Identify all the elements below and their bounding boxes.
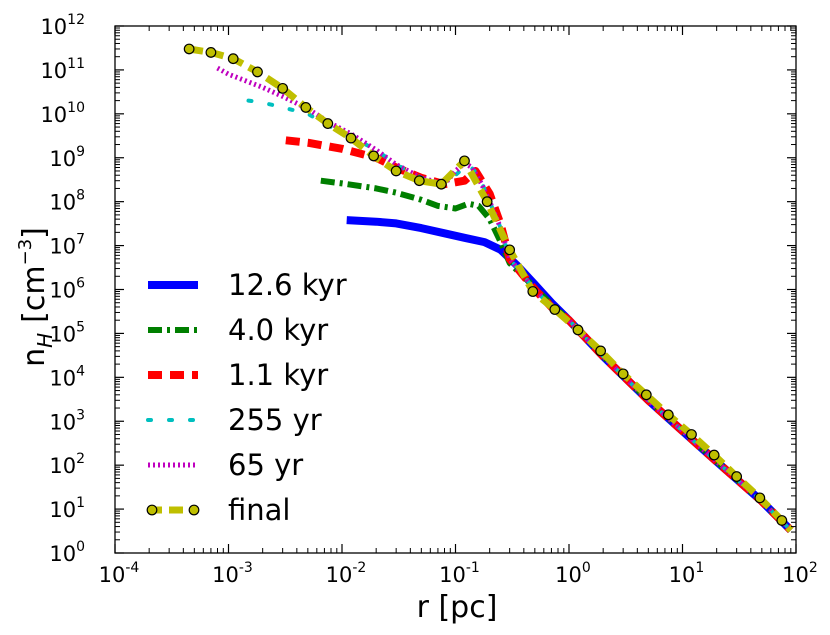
y-tick-label: 1010: [40, 100, 85, 127]
y-tick-label: 1011: [40, 56, 85, 83]
y-tick-label: 105: [49, 319, 85, 346]
legend-label: 255 yr: [228, 403, 322, 437]
series-marker-final: [481, 196, 493, 208]
legend-label: 12.6 kyr: [228, 268, 347, 302]
series-marker-final: [617, 368, 629, 380]
x-tick-label: 100: [555, 560, 591, 587]
series-group: [183, 43, 794, 534]
series-marker-final: [252, 66, 263, 78]
series-marker-final: [227, 53, 239, 65]
series-marker-final: [205, 47, 217, 58]
plot-area: [183, 43, 794, 534]
y-axis-title-sub: H: [33, 333, 57, 348]
series-marker-final: [435, 178, 447, 190]
y-tick-label: 103: [49, 407, 85, 434]
y-axis-title-close: ]: [17, 227, 52, 239]
x-tick-label: 10-3: [212, 560, 253, 587]
series-marker-final: [183, 43, 195, 55]
series-marker-final: [413, 175, 425, 187]
series-marker-final: [776, 515, 788, 526]
y-tick-label: 104: [49, 363, 85, 390]
legend: 12.6 kyr 4.0 kyr 1.1 kyr 255 yr 65 yr final: [146, 268, 347, 527]
series-line-255-yr: [246, 98, 793, 533]
series-line-4-0-kyr: [320, 177, 793, 533]
series-marker-final: [572, 324, 584, 336]
y-tick-label: 108: [49, 188, 85, 215]
series-marker-final: [662, 409, 674, 421]
series-marker-final: [731, 471, 743, 482]
x-tick-label: 101: [669, 560, 705, 587]
legend-label: final: [228, 493, 290, 527]
series-marker-final: [640, 389, 652, 401]
series-marker-final: [527, 286, 539, 297]
x-tick-label: 10-4: [99, 560, 140, 587]
series-marker-final: [322, 118, 334, 129]
series-marker-final: [549, 304, 561, 315]
x-axis-ticks: 10-4 10-3 10-2 10-1 100 101 102: [99, 26, 818, 587]
x-tick-label: 102: [782, 560, 818, 587]
legend-marker: [188, 504, 200, 516]
legend-label: 1.1 kyr: [228, 358, 328, 392]
y-tick-label: 109: [49, 144, 85, 171]
series-line-1-1-kyr: [285, 136, 794, 534]
y-axis-title-main: n: [17, 348, 52, 367]
series-marker-final: [686, 429, 697, 440]
x-tick-label: 10-2: [326, 560, 367, 587]
series-marker-final: [390, 165, 402, 177]
legend-label: 4.0 kyr: [228, 313, 328, 347]
series-marker-final: [754, 492, 766, 504]
series-marker-final: [277, 82, 289, 94]
series-marker-final: [504, 244, 516, 256]
series-line-final: [188, 45, 794, 533]
y-axis-title-unit: [cm: [17, 265, 52, 322]
y-tick-label: 101: [49, 495, 85, 522]
y-tick-label: 106: [49, 276, 85, 303]
x-axis-title: r [pc]: [417, 590, 498, 625]
y-tick-label: 1012: [40, 12, 85, 39]
series-line-12-6-kyr: [346, 216, 794, 534]
series-marker-final: [708, 449, 720, 461]
x-tick-label: 10-1: [439, 560, 480, 587]
series-marker-final: [345, 132, 357, 144]
y-tick-label: 107: [49, 232, 85, 259]
series-marker-final: [459, 155, 470, 167]
series-marker-final: [300, 102, 312, 113]
y-tick-label: 100: [49, 539, 85, 566]
plot-frame: [114, 25, 797, 554]
y-axis-title: nH [cm−3]: [15, 227, 57, 367]
y-axis-title-exp: −3: [15, 239, 36, 266]
y-tick-label: 102: [49, 451, 85, 478]
series-marker-final: [595, 345, 607, 357]
legend-label: 65 yr: [228, 448, 303, 482]
legend-marker: [146, 504, 158, 516]
series-marker-final: [368, 150, 380, 162]
